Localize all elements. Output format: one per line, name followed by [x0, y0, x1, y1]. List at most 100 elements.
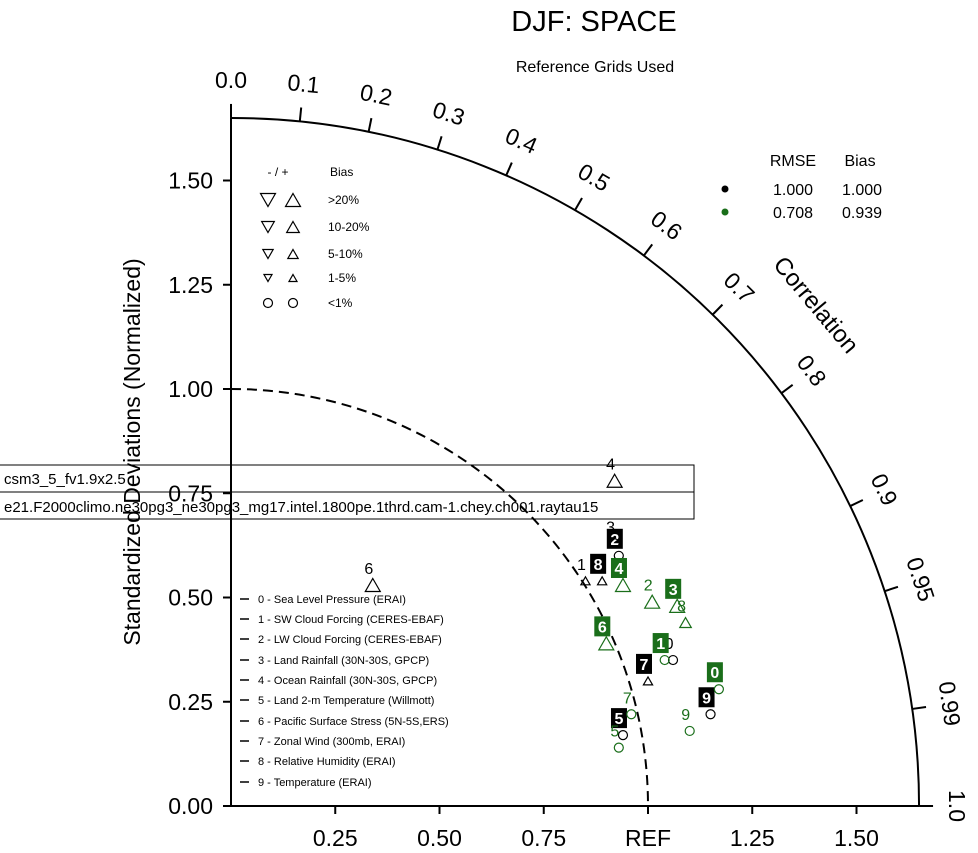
variable-item-9: 9 - Temperature (ERAI) — [258, 777, 372, 789]
stats-header-bias: Bias — [844, 153, 875, 170]
corr-tick-6 — [643, 243, 654, 257]
bias-legend-row-0: >20% — [328, 193, 359, 207]
series-1-point-0-marker — [713, 684, 724, 695]
variable-item-5: 5 - Land 2-m Temperature (Willmott) — [258, 695, 434, 707]
variable-item-1: 1 - SW Cloud Forcing (CERES-EBAF) — [258, 614, 444, 626]
x-tick-label-0: 0.25 — [313, 825, 358, 851]
series-1-point-6-label-box — [594, 616, 611, 637]
corr-tick-label-12: 1.0 — [944, 790, 970, 822]
corr-tick-10 — [884, 585, 899, 593]
chart-subtitle: Reference Grids Used — [516, 59, 674, 76]
series-1-point-3-marker — [668, 598, 686, 613]
y-tick-label-0: 0.00 — [168, 793, 213, 819]
series-0-point-5-label: 5 — [615, 711, 624, 728]
bias-legend-up-triangle-0 — [284, 192, 302, 208]
corr-tick-4 — [505, 162, 513, 176]
stats-row-0-marker — [721, 185, 729, 193]
series-1-point-0-label-box — [706, 662, 723, 683]
y-tick-label-4: 1.00 — [168, 376, 213, 402]
series-0-point-7-marker — [642, 675, 654, 686]
series-0-point-3-label: 3 — [606, 519, 615, 536]
variable-legend: 0 - Sea Level Pressure (ERAI) 1 - SW Clo… — [240, 594, 449, 789]
series-0-point-9-marker — [705, 709, 716, 720]
bias-legend-row-3: 1-5% — [328, 271, 356, 285]
series-1-point-5-marker — [613, 742, 624, 753]
corr-tick-3 — [436, 135, 443, 150]
series-1-point-4-marker — [614, 577, 632, 593]
bias-legend-down-triangle-3 — [262, 273, 274, 283]
diagram-frame — [230, 116, 921, 807]
corr-tick-7 — [711, 303, 724, 316]
corr-tick-label-6: 0.6 — [646, 205, 687, 245]
run-legend-item-0: csm3_5_fv1.9x2.5 — [4, 471, 126, 488]
bias-legend-down-triangle-0 — [259, 192, 277, 208]
x-tick-label-2: 0.75 — [521, 825, 566, 851]
correlation-ticks: 0.0 0.1 0.2 0.3 0.4 0.5 0.6 0.7 0.8 0.9 0.95 0.99 1.… — [215, 67, 970, 822]
series-0-point-0-label: 0 — [665, 636, 674, 653]
series-1-point-7-marker — [626, 709, 637, 720]
corr-tick-label-7: 0.7 — [719, 267, 760, 308]
series-0-point-8-label: 8 — [594, 557, 603, 574]
series-0-point-9-label-box — [698, 687, 715, 708]
bias-legend-bias-header: Bias — [330, 165, 353, 179]
bias-legend-symbols — [259, 192, 302, 309]
y-tick-label-2: 0.50 — [168, 585, 213, 611]
y-tick-label-5: 1.25 — [168, 272, 213, 298]
series-1-point-6-marker — [597, 635, 615, 651]
y-axis-label: Standardized Deviations (Normalized) — [119, 258, 145, 645]
correlation-label: Correlation — [768, 252, 864, 359]
series-0-point-4-marker — [606, 473, 624, 488]
bias-legend-circle-plus — [287, 297, 299, 309]
stats-row-0-rmse: 1.000 — [773, 182, 813, 199]
stats-row-0-bias: 1.000 — [842, 182, 882, 199]
corr-tick-label-9: 0.9 — [866, 470, 903, 510]
series-1-point-8-marker — [678, 616, 693, 629]
series-0-point-6-label: 6 — [364, 561, 373, 578]
bias-legend-up-triangle-1 — [285, 220, 301, 234]
series-0-point-6-marker — [364, 577, 382, 593]
series-1-point-4-label-box — [610, 557, 627, 578]
corr-tick-9 — [849, 499, 864, 507]
series-1-point-6-label: 6 — [598, 619, 607, 636]
variable-item-8: 8 - Relative Humidity (ERAI) — [258, 756, 396, 768]
corr-tick-label-5: 0.5 — [574, 158, 615, 197]
x-tick-label-1: 0.50 — [417, 825, 462, 851]
series-0-point-7-label-box — [636, 653, 652, 674]
series-1-point-9-marker — [684, 725, 695, 737]
corr-tick-label-3: 0.3 — [430, 96, 468, 130]
corr-tick-label-11: 0.99 — [934, 680, 966, 728]
corr-tick-label-1: 0.1 — [286, 69, 320, 98]
bias-legend-up-triangle-3 — [287, 273, 299, 283]
series-1-point-7-label: 7 — [623, 690, 632, 707]
variable-item-2: 2 - LW Cloud Forcing (CERES-EBAF) — [258, 634, 442, 646]
series-0-point-3-marker — [609, 538, 620, 549]
y-tick-label-1: 0.25 — [168, 689, 213, 715]
series-0-point-5-marker — [617, 730, 629, 741]
stats-row-1-marker — [721, 208, 729, 216]
series-0-point-9-label: 9 — [702, 690, 711, 707]
series-0-point-1-label: 1 — [577, 557, 586, 574]
variable-item-6: 6 - Pacific Surface Stress (5N-5S,ERS) — [258, 716, 449, 728]
bias-legend-up-triangle-2 — [286, 248, 300, 260]
series-0-point-8-label-box — [590, 553, 607, 574]
stats-row-1-rmse: 0.708 — [773, 205, 813, 222]
series-1-point-0-label: 0 — [710, 665, 719, 682]
bias-legend: - / + Bias >20% 10-20% 5-10% 1-5% <1% — [259, 165, 370, 310]
series-1-point-2-marker — [643, 593, 661, 609]
bias-legend-row-4: <1% — [328, 296, 353, 310]
bias-legend-row-2: 5-10% — [328, 247, 363, 261]
stats-header-rmse: RMSE — [770, 153, 816, 170]
x-tick-label-3: 1.25 — [730, 825, 775, 851]
y-tick-label-3: 0.75 — [168, 480, 213, 506]
corr-tick-label-0: 0.0 — [215, 67, 247, 93]
corr-tick-1 — [298, 107, 303, 122]
series-1-point-1-label-box — [652, 633, 669, 654]
series-1-point-5-label: 5 — [610, 724, 619, 741]
series-0-point-4-label: 4 — [606, 457, 615, 474]
corr-tick-label-10: 0.95 — [901, 554, 940, 605]
series-1-point-9-label: 9 — [681, 707, 690, 724]
corr-tick-11 — [912, 705, 927, 710]
corr-tick-label-2: 0.2 — [358, 79, 395, 111]
corr-tick-label-8: 0.8 — [792, 350, 832, 391]
